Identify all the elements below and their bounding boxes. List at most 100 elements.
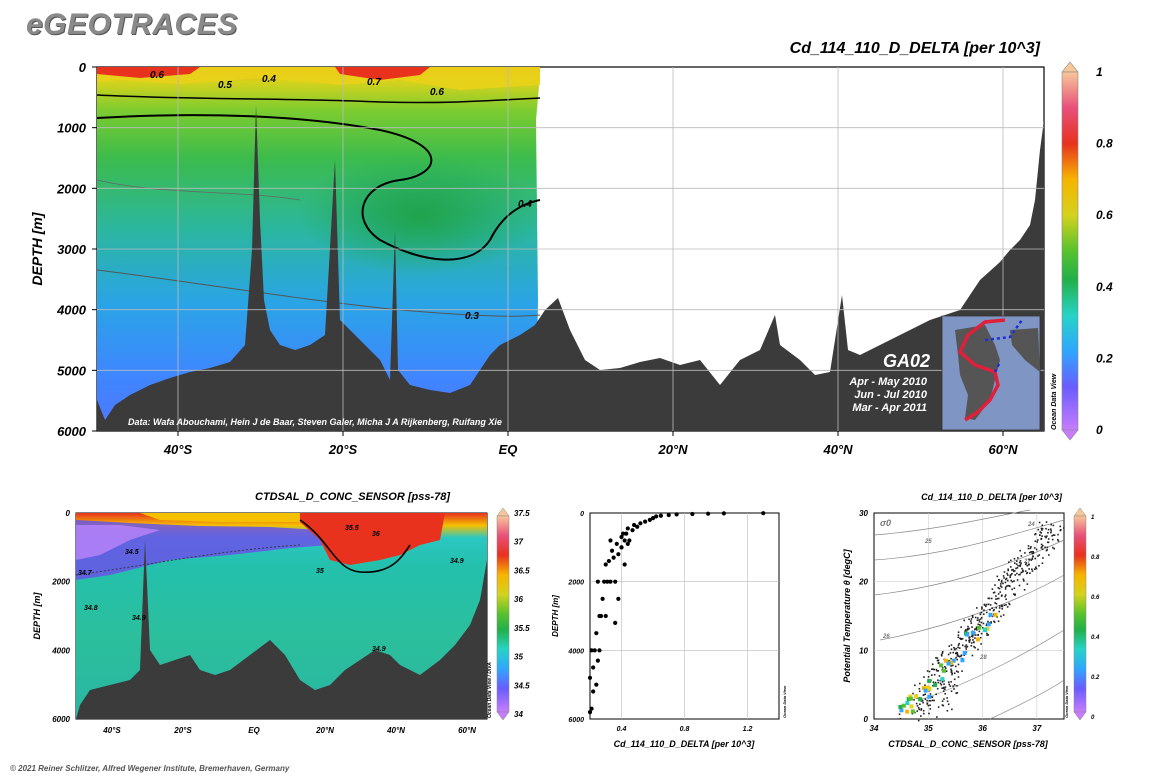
ts-point (946, 700, 949, 703)
ts-point (917, 719, 920, 722)
ts-point (914, 684, 916, 687)
colorbar-tick-label: 0 (1091, 715, 1095, 721)
ts-point (928, 699, 931, 702)
ts-point (941, 666, 944, 669)
y-tick-label: 6000 (57, 424, 87, 439)
ts-point (965, 646, 968, 648)
colorbar-tick-label: 34 (514, 710, 523, 719)
ts-point (1020, 571, 1023, 574)
ts-point (956, 691, 959, 694)
salinity-yellow-band (140, 513, 300, 522)
ts-colored-sample (985, 626, 990, 631)
profile-point (654, 514, 659, 519)
ts-point (918, 690, 921, 693)
ts-point (985, 611, 988, 614)
ts-point (1038, 564, 1040, 567)
ts-point (933, 673, 936, 676)
ts-point (1004, 586, 1007, 588)
ts-point (918, 687, 921, 690)
ts-point (1017, 557, 1019, 559)
ts-point (951, 708, 953, 711)
ts-point (1004, 581, 1007, 584)
ts-point (930, 674, 933, 676)
ts-point (1022, 570, 1024, 573)
ts-point (980, 643, 982, 645)
profile-point (619, 545, 624, 550)
ts-point (1033, 547, 1036, 549)
ts-point (942, 687, 945, 690)
ts-point (1040, 546, 1043, 549)
ts-point (1031, 550, 1033, 553)
ts-point (950, 665, 952, 667)
ts-point (989, 604, 992, 606)
ts-point (950, 690, 953, 693)
x-tick-label: 0.4 (617, 726, 627, 733)
ts-point (1003, 604, 1006, 607)
ts-point (1013, 580, 1015, 582)
ts-colored-sample (949, 660, 954, 665)
ts-colored-sample (960, 658, 965, 663)
ts-point (939, 682, 942, 685)
ts-point (1042, 544, 1044, 547)
warm-surface-band (97, 67, 540, 90)
ts-point (997, 587, 1000, 589)
x-tick-label: 20°N (315, 726, 334, 735)
profile-point (595, 658, 600, 663)
ts-point (944, 667, 947, 670)
ts-point (1013, 562, 1016, 564)
ts-point (1031, 570, 1034, 572)
ts-colored-sample (982, 627, 987, 632)
ts-point (971, 634, 974, 636)
profile-point (650, 516, 656, 521)
ts-point (1037, 528, 1040, 531)
ts-point (948, 683, 951, 686)
ts-point (928, 712, 930, 715)
ts-x-axis-label: CTDSAL_D_CONC_SENSOR [pss-78] (888, 739, 1049, 749)
contour-label: 34.9 (132, 615, 146, 622)
ts-point (924, 684, 926, 686)
contour-label: 34.7 (78, 570, 93, 577)
ts-colored-sample (927, 686, 932, 691)
contour-label: 34.8 (84, 605, 98, 612)
ts-point (957, 634, 960, 636)
ts-point (911, 712, 914, 715)
ts-point (985, 624, 988, 627)
inset-cruise-date: Jun - Jul 2010 (854, 389, 928, 401)
ts-point (950, 648, 953, 651)
ts-point (1046, 546, 1049, 549)
ts-point (929, 704, 931, 707)
ts-point (1030, 546, 1032, 548)
ts-point (1026, 572, 1028, 575)
ts-point (985, 605, 987, 608)
ts-point (976, 629, 978, 631)
ts-point (915, 702, 918, 705)
profile-point (690, 511, 695, 517)
ts-point (943, 683, 945, 685)
profile-point (616, 552, 621, 557)
ts-point (1000, 605, 1003, 607)
ts-point (993, 621, 996, 624)
contour-label: 34.9 (450, 558, 464, 565)
ts-point (1040, 543, 1043, 546)
profile-point (592, 648, 597, 653)
ts-colored-sample (941, 668, 946, 673)
ts-point (997, 620, 1000, 623)
ts-point (1005, 598, 1007, 601)
contour-34.5 (76, 544, 301, 576)
ts-point (946, 697, 948, 699)
ts-point (938, 675, 941, 677)
ts-point (919, 703, 921, 706)
ts-point (943, 698, 945, 700)
ts-point (1013, 593, 1015, 595)
density-label: 28 (979, 655, 987, 661)
ts-point (1008, 602, 1010, 605)
ts-point (932, 681, 935, 683)
y-tick-label: 0 (580, 511, 584, 518)
ts-point (999, 585, 1002, 587)
ts-point (948, 681, 950, 684)
ts-point (928, 670, 931, 673)
ts-point (1027, 547, 1030, 550)
ts-point (935, 657, 937, 659)
red-surface-patch-1 (97, 67, 200, 78)
profile-point (658, 513, 663, 518)
